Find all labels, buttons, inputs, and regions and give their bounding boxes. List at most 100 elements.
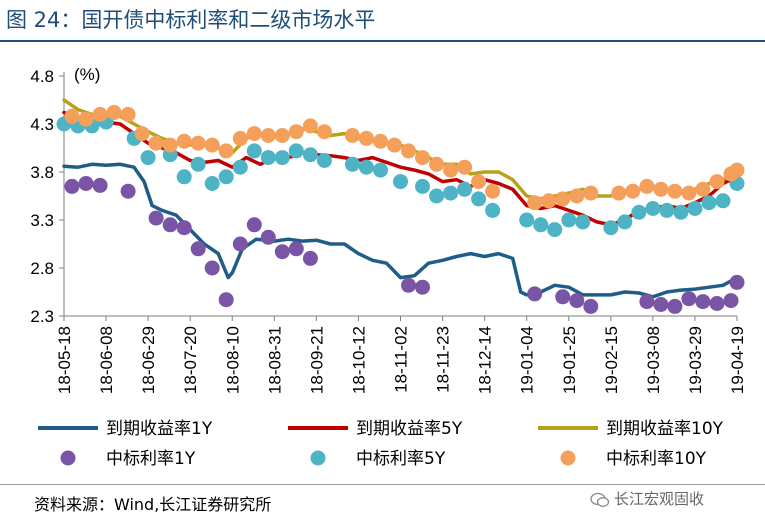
point-dot10y bbox=[344, 128, 360, 143]
y-tick-label: 4.3 bbox=[30, 115, 54, 134]
source-note: 资料来源：Wind,长江证券研究所 bbox=[34, 495, 272, 514]
point-dot1y bbox=[120, 183, 136, 199]
point-dot10y bbox=[190, 135, 206, 151]
point-dot1y bbox=[569, 293, 585, 309]
point-dot10y bbox=[232, 130, 248, 146]
point-dot10y bbox=[246, 126, 262, 142]
point-dot10y bbox=[401, 143, 416, 159]
legend-label: 中标利率1Y bbox=[106, 449, 196, 469]
x-tick-label: 18-12-14 bbox=[476, 326, 495, 394]
x-tick-label: 18-11-02 bbox=[392, 326, 411, 393]
wechat-icon bbox=[590, 492, 610, 507]
series-line-line1y bbox=[62, 162, 739, 299]
point-dot10y bbox=[429, 156, 445, 172]
point-dot5y bbox=[415, 178, 430, 194]
y-axis-unit: (%) bbox=[74, 65, 100, 84]
x-tick-label: 19-02-15 bbox=[602, 326, 621, 394]
point-dot10y bbox=[92, 106, 108, 122]
point-dot1y bbox=[78, 176, 94, 191]
point-dot10y bbox=[583, 185, 599, 201]
point-dot10y bbox=[611, 185, 627, 201]
title-divider bbox=[0, 40, 765, 42]
point-dot1y bbox=[232, 236, 248, 252]
point-dot10y bbox=[316, 124, 332, 140]
point-dot10y bbox=[120, 106, 136, 122]
point-dot5y bbox=[645, 201, 661, 216]
point-dot1y bbox=[92, 177, 108, 193]
point-dot1y bbox=[723, 293, 739, 309]
x-tick-label: 19-01-04 bbox=[518, 326, 537, 394]
point-dot10y bbox=[471, 174, 487, 190]
point-dot1y bbox=[260, 229, 276, 245]
legend-label: 中标利率10Y bbox=[606, 449, 707, 469]
point-dot1y bbox=[204, 260, 220, 276]
point-dot5y bbox=[547, 222, 563, 238]
point-dot5y bbox=[457, 181, 473, 197]
x-tick-label: 18-11-23 bbox=[434, 326, 453, 393]
point-dot1y bbox=[288, 241, 304, 257]
point-dot10y bbox=[288, 124, 304, 140]
x-tick-label: 18-06-08 bbox=[97, 326, 116, 394]
x-tick-label: 18-07-20 bbox=[181, 326, 200, 394]
point-dot10y bbox=[555, 191, 571, 207]
footer-divider bbox=[0, 484, 765, 485]
x-tick-label: 19-01-25 bbox=[560, 326, 579, 394]
point-dot10y bbox=[415, 150, 430, 166]
point-dot5y bbox=[603, 220, 619, 236]
point-dot10y bbox=[106, 105, 122, 120]
point-dot10y bbox=[218, 143, 234, 159]
point-dot1y bbox=[729, 274, 745, 290]
point-dot5y bbox=[302, 147, 318, 163]
point-dot5y bbox=[204, 176, 220, 191]
x-tick-label: 19-03-29 bbox=[686, 326, 705, 394]
point-dot5y bbox=[575, 214, 591, 230]
point-dot10y bbox=[204, 137, 220, 153]
legend-label: 中标利率5Y bbox=[356, 449, 446, 469]
point-dot1y bbox=[695, 294, 711, 310]
point-dot5y bbox=[617, 214, 633, 230]
point-dot1y bbox=[218, 292, 234, 308]
legend-swatch-dot5y bbox=[310, 450, 326, 466]
point-dot1y bbox=[190, 241, 206, 257]
point-dot5y bbox=[443, 185, 459, 201]
point-dot5y bbox=[140, 150, 156, 166]
point-dot10y bbox=[457, 159, 473, 175]
watermark-text: 长江宏观固收 bbox=[614, 490, 705, 508]
point-dot1y bbox=[681, 291, 697, 307]
point-dot1y bbox=[64, 178, 80, 194]
point-dot5y bbox=[274, 150, 290, 166]
point-dot10y bbox=[639, 178, 655, 194]
legend-label: 到期收益率1Y bbox=[106, 419, 213, 439]
y-tick-label: 3.8 bbox=[30, 163, 54, 182]
point-dot10y bbox=[387, 137, 402, 153]
point-dot5y bbox=[232, 159, 248, 175]
point-dot1y bbox=[148, 210, 164, 226]
point-dot5y bbox=[701, 195, 717, 211]
point-dot1y bbox=[639, 294, 655, 310]
point-dot10y bbox=[176, 133, 192, 149]
point-dot1y bbox=[401, 277, 416, 293]
point-dot1y bbox=[302, 250, 318, 266]
point-dot10y bbox=[485, 183, 501, 199]
y-tick-label: 3.3 bbox=[30, 211, 54, 230]
point-dot1y bbox=[176, 220, 192, 236]
point-dot5y bbox=[344, 156, 360, 172]
point-dot1y bbox=[667, 298, 683, 314]
legend-swatch-dot10y bbox=[560, 450, 576, 466]
point-dot1y bbox=[246, 217, 262, 233]
point-dot10y bbox=[653, 181, 669, 197]
point-dot5y bbox=[715, 193, 731, 209]
x-tick-label: 18-05-18 bbox=[55, 326, 74, 394]
point-dot10y bbox=[541, 193, 557, 209]
point-dot5y bbox=[218, 169, 234, 185]
x-tick-label: 19-04-19 bbox=[728, 326, 747, 394]
x-tick-label: 18-10-12 bbox=[349, 326, 368, 394]
point-dot5y bbox=[471, 191, 487, 207]
x-tick-label: 19-03-08 bbox=[644, 326, 663, 394]
point-dot1y bbox=[274, 244, 290, 260]
point-dot10y bbox=[274, 128, 290, 143]
point-dot5y bbox=[429, 188, 445, 204]
point-dot5y bbox=[260, 150, 276, 166]
point-dot5y bbox=[673, 204, 689, 220]
point-dot1y bbox=[653, 297, 669, 312]
